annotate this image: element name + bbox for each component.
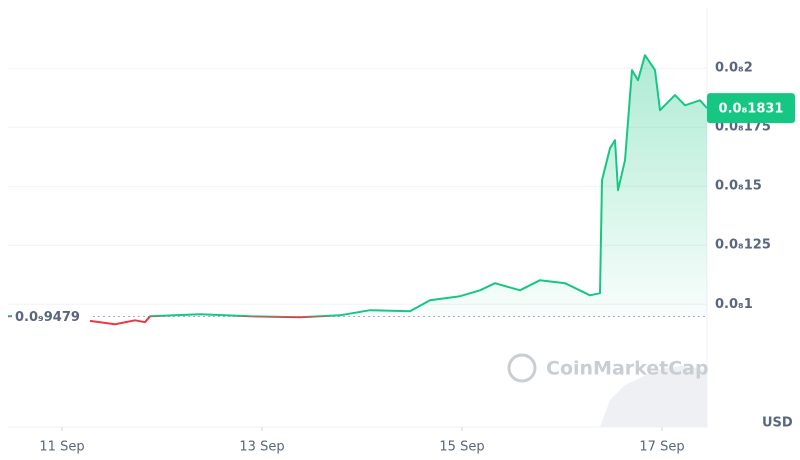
baseline-label-bg [12, 306, 90, 327]
y-tick-label: 0.0₈15 [715, 179, 762, 194]
volume-area [600, 366, 707, 427]
price-tag-label: 0.0₈1831 [719, 102, 784, 117]
x-tick-label: 13 Sep [239, 440, 284, 455]
price-area [8, 55, 707, 317]
x-tick-label: 11 Sep [39, 440, 84, 455]
price-line [7, 54, 708, 326]
plot-area [7, 54, 708, 431]
watermark: CoinMarketCap [507, 353, 709, 383]
currency-label: USD [762, 416, 793, 431]
price-tag [707, 93, 795, 124]
x-tick-label: 17 Sep [639, 440, 684, 455]
baseline-label: 0.0₉9479 [15, 310, 80, 325]
y-tick-label: 0.0₈175 [715, 120, 771, 135]
x-tick-label: 15 Sep [439, 440, 484, 455]
y-tick-label: 0.0₈1 [715, 297, 753, 312]
watermark-text: CoinMarketCap [546, 358, 709, 380]
y-tick-label: 0.0₈125 [715, 238, 771, 253]
y-tick-label: 0.0₈2 [715, 61, 753, 76]
watermark-logo [507, 353, 537, 383]
